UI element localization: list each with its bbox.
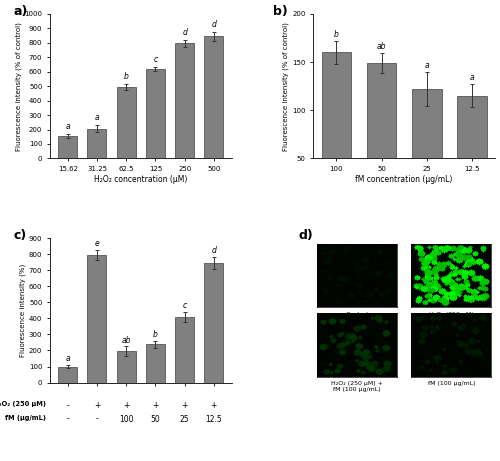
Text: d: d [212, 20, 216, 29]
Text: a): a) [14, 5, 28, 18]
Text: H₂O₂ (250 μM): H₂O₂ (250 μM) [429, 312, 474, 317]
Text: Control: Control [346, 312, 368, 317]
Bar [58, 136, 78, 159]
Y-axis label: Fluorescence intensity (%): Fluorescence intensity (%) [20, 264, 26, 357]
Text: a: a [66, 354, 70, 363]
Bar [146, 69, 165, 159]
Bar [88, 129, 106, 159]
Y-axis label: Fluorescence intensity (% of control): Fluorescence intensity (% of control) [15, 22, 22, 151]
Text: H₂O₂ (250 μM): H₂O₂ (250 μM) [0, 401, 46, 407]
Text: -: - [66, 401, 69, 410]
Text: fM (100 μg/mL): fM (100 μg/mL) [428, 381, 475, 386]
Bar [367, 63, 396, 207]
Text: a: a [94, 113, 100, 122]
Text: c): c) [14, 229, 27, 242]
Text: b): b) [274, 5, 288, 18]
Text: ab: ab [377, 42, 386, 52]
Text: a: a [424, 61, 429, 70]
Text: d: d [212, 246, 216, 255]
Text: e: e [94, 239, 100, 248]
Text: c: c [154, 55, 158, 64]
Text: +: + [123, 401, 130, 410]
Text: +: + [94, 401, 100, 410]
Text: a: a [66, 122, 70, 131]
Text: 100: 100 [119, 414, 134, 424]
Bar [458, 96, 486, 207]
Bar [116, 87, 136, 159]
Text: -: - [66, 414, 69, 424]
Text: H₂O₂ (250 μM) +
fM (100 μg/mL): H₂O₂ (250 μM) + fM (100 μg/mL) [331, 381, 383, 392]
Text: +: + [152, 401, 158, 410]
Bar [175, 43, 194, 159]
Bar [175, 317, 194, 383]
Text: +: + [182, 401, 188, 410]
Bar [204, 36, 224, 159]
Bar [146, 344, 165, 383]
X-axis label: fM concentration (μg/mL): fM concentration (μg/mL) [356, 175, 453, 184]
Bar [204, 263, 224, 383]
Text: 12.5: 12.5 [206, 414, 222, 424]
Text: -: - [96, 414, 98, 424]
Bar [88, 255, 106, 383]
Bar [412, 89, 442, 207]
Text: c: c [182, 301, 187, 310]
Text: fM (μg/mL): fM (μg/mL) [5, 414, 46, 420]
Text: 50: 50 [150, 414, 160, 424]
Text: +: + [210, 401, 217, 410]
Text: 25: 25 [180, 414, 190, 424]
X-axis label: H₂O₂ concentration (μM): H₂O₂ concentration (μM) [94, 175, 188, 184]
Bar [116, 351, 136, 383]
Text: ab: ab [122, 336, 131, 344]
Text: b: b [153, 330, 158, 339]
Text: a: a [470, 73, 474, 82]
Text: d): d) [299, 229, 314, 242]
Y-axis label: Fluorescence intensity (% of control): Fluorescence intensity (% of control) [283, 22, 290, 151]
Text: d: d [182, 28, 187, 37]
Bar [322, 53, 351, 207]
Text: b: b [334, 30, 339, 39]
Text: b: b [124, 72, 128, 81]
Bar [58, 366, 78, 383]
